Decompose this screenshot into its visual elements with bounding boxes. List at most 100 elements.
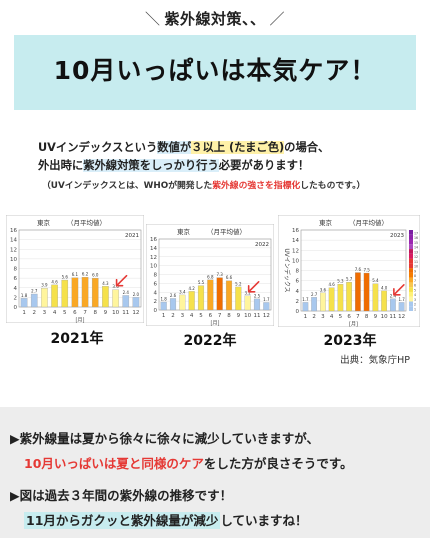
chart-year-tag: 2022	[255, 242, 269, 248]
legend-label: 17	[414, 231, 418, 235]
data-label: 3.9	[41, 283, 48, 288]
legend-label: 12	[414, 255, 418, 259]
chart-caption-2021: 2021年	[50, 331, 104, 347]
chart-unit-label: （月平均値）	[349, 218, 388, 227]
y-tick-label: 2	[154, 299, 158, 305]
legend-swatch	[409, 277, 413, 283]
legend-label: 5	[414, 288, 416, 292]
data-label: 2.6	[170, 293, 177, 298]
data-label: 4.0	[381, 285, 388, 290]
y-tick-label: 0	[154, 308, 158, 314]
data-label: 3.6	[320, 287, 327, 292]
x-tick-label: 12	[263, 313, 270, 319]
x-tick-label: 11	[122, 310, 129, 316]
legend-label: 13	[414, 250, 418, 254]
chart-location-label: 東京	[37, 218, 51, 227]
data-label: 5.4	[372, 278, 379, 283]
summary-line-1: ▶紫外線量は夏から徐々に徐々に減少していきますが、	[10, 431, 319, 446]
legend-label: 6	[414, 284, 416, 288]
x-tick-label: 12	[132, 310, 139, 316]
desc-text: 必要があります！	[218, 159, 310, 172]
bar-month-6	[346, 281, 352, 312]
plot-area	[18, 229, 142, 308]
bar-month-7	[355, 272, 361, 312]
data-label: 6.2	[82, 272, 89, 277]
bar-month-1	[302, 302, 309, 312]
chart-unit-label: （月平均値）	[67, 218, 106, 227]
desc-highlight-threshold: ３以上 (たまご色)	[191, 141, 285, 154]
chart-caption-2023: 2023年	[323, 333, 377, 349]
bar-month-1	[160, 301, 167, 311]
x-tick-label: 5	[339, 314, 343, 320]
bar-month-10	[381, 290, 387, 312]
x-tick-label: 4	[330, 314, 334, 320]
bar-month-6	[71, 277, 79, 308]
x-tick-label: 3	[43, 310, 47, 316]
data-label: 6.8	[207, 274, 214, 279]
source-credit: 出典：気象庁HP	[340, 355, 410, 366]
x-tick-label: 12	[398, 314, 405, 320]
y-tick-label: 0	[296, 309, 300, 315]
legend-swatch	[409, 249, 413, 254]
legend-swatch	[409, 244, 413, 250]
y-tick-label: 2	[296, 299, 300, 305]
plot-area	[300, 229, 407, 312]
y-axis-label: UVインデックス	[283, 248, 291, 292]
arrow-icon	[116, 274, 128, 286]
x-tick-label: 6	[73, 310, 77, 316]
data-label: 3.2	[244, 290, 251, 295]
bar-month-11	[122, 295, 130, 308]
bar-month-5	[61, 279, 69, 308]
note-text: したものです。）	[300, 181, 366, 191]
y-tick-label: 8	[296, 269, 300, 275]
x-axis-label: [月]	[349, 322, 358, 328]
arrow-head-icon	[247, 285, 256, 293]
x-tick-label: 9	[237, 313, 241, 319]
data-label: 5.2	[235, 281, 242, 286]
data-label: 4.6	[51, 279, 58, 284]
slash-right-icon: ／	[269, 10, 286, 28]
y-tick-label: 8	[14, 267, 18, 273]
legend-label: 7	[414, 279, 416, 283]
x-tick-label: 8	[94, 310, 98, 316]
description-line-1: UVインデックスという数値が３以上 (たまご色)の場合、	[38, 139, 418, 155]
kicker-text: 紫外線対策、、	[164, 10, 266, 28]
data-label: 7.6	[355, 267, 362, 272]
bar-month-1	[20, 298, 28, 308]
summary-red-text: 10月いっぱいは夏と同様のケア	[24, 456, 204, 471]
legend-label: 14	[414, 246, 418, 250]
x-tick-label: 9	[104, 310, 108, 316]
x-tick-label: 11	[254, 313, 261, 319]
bar-month-10	[244, 295, 251, 311]
data-label: 2.7	[31, 289, 38, 294]
x-tick-label: 7	[218, 313, 222, 319]
x-tick-label: 1	[22, 310, 26, 316]
x-tick-label: 10	[381, 314, 388, 320]
data-label: 5.5	[198, 280, 205, 285]
legend-label: 1	[414, 308, 416, 312]
desc-highlight-action: 紫外線対策をしっかり行う	[83, 159, 219, 172]
summary-line-4: 11月からガクッと紫外線量が減少 していますね！	[24, 510, 308, 529]
y-tick-label: 12	[10, 247, 17, 253]
chart-unit-label: （月平均値）	[207, 227, 246, 236]
x-tick-label: 2	[33, 310, 37, 316]
chart-year-tag: 2021	[125, 233, 139, 239]
data-label: 5.3	[337, 279, 344, 284]
note-red-text: 紫外線の強さを指標化	[212, 181, 301, 191]
bar-month-9	[372, 283, 379, 312]
x-tick-label: 3	[181, 313, 185, 319]
x-tick-label: 6	[209, 313, 213, 319]
banner-title: 10月いっぱいは本気ケア！	[53, 56, 377, 85]
y-tick-label: 4	[14, 286, 18, 292]
x-tick-label: 5	[63, 310, 67, 316]
data-label: 1.8	[21, 293, 28, 298]
data-label: 2.4	[123, 290, 130, 295]
legend-swatch	[409, 268, 413, 273]
bar-month-10	[112, 289, 119, 308]
y-tick-label: 10	[292, 258, 299, 264]
arrow-icon	[248, 281, 260, 292]
bar-month-7	[81, 277, 89, 308]
y-tick-label: 16	[150, 237, 157, 243]
legend-label: 8	[414, 274, 416, 278]
bar-month-2	[30, 293, 38, 308]
